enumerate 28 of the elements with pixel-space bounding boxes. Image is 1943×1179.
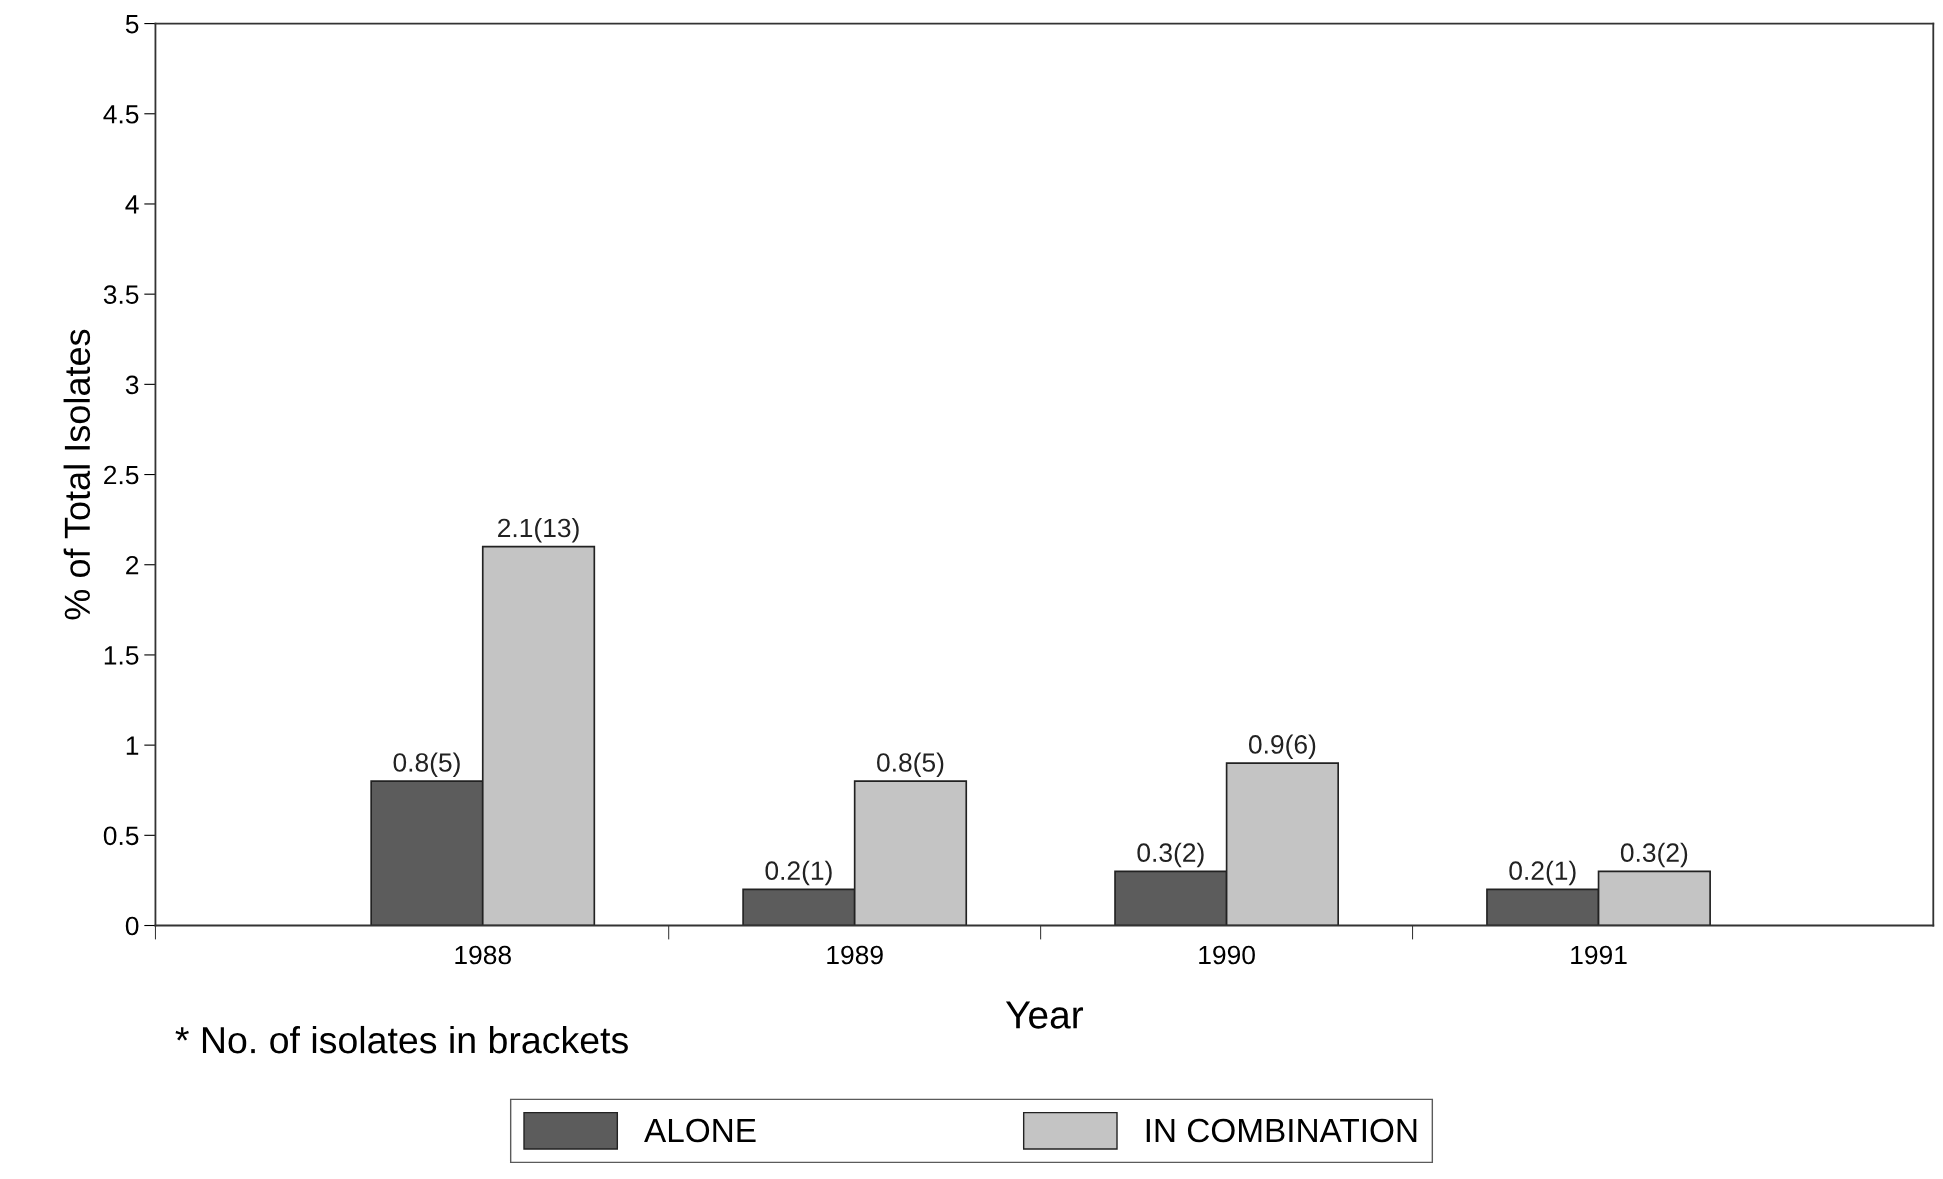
y-tick-label: 1.5	[104, 646, 139, 665]
data-label: 0.2(1)	[1509, 860, 1576, 886]
y-tick-label: 4	[125, 195, 139, 214]
y-tick-label: 0.5	[103, 826, 139, 846]
data-label: 0.3(2)	[1620, 842, 1688, 868]
y-tick-label: 5	[125, 14, 139, 34]
y-tick-label: 3.5	[103, 285, 139, 304]
data-label: 0.3(2)	[1137, 842, 1204, 868]
x-tick-label: 1988	[455, 945, 511, 965]
legend-label: ALONE	[644, 1118, 756, 1143]
data-label: 0.2(1)	[765, 860, 832, 886]
x-axis-title: Year	[1005, 1001, 1084, 1029]
y-tick-label: 4.5	[103, 105, 139, 124]
data-label: 0.9(6)	[1248, 734, 1316, 759]
x-tick-label: 1989	[827, 945, 883, 965]
legend-label: IN COMBINATION	[1146, 1118, 1417, 1143]
data-label: 0.8(5)	[877, 752, 944, 778]
y-tick-label: 3	[125, 375, 139, 395]
y-tick-label: 0	[125, 916, 139, 936]
text: * No. of isolates in brackets	[175, 1025, 628, 1054]
y-tick-label: 2.5	[104, 465, 139, 485]
data-label: 2.1(13)	[498, 517, 579, 543]
x-tick-label: 1991	[1571, 945, 1627, 965]
data-label: 0.8(5)	[393, 752, 460, 778]
y-axis-title: % of Total Isolates	[63, 329, 91, 620]
x-tick-label: 1990	[1199, 945, 1255, 965]
y-tick-label: 1	[126, 736, 139, 755]
y-tick-label: 2	[126, 555, 139, 575]
